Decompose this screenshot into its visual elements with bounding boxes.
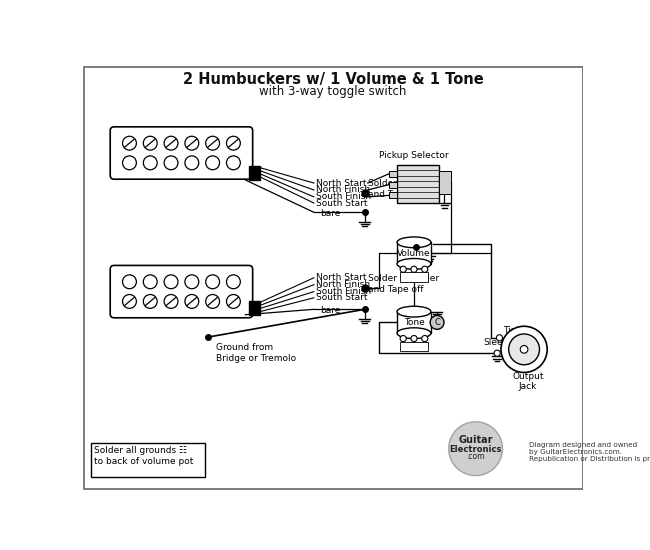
Circle shape bbox=[226, 156, 240, 170]
Bar bbox=[389, 182, 396, 188]
Bar bbox=[90, 443, 205, 477]
Circle shape bbox=[497, 335, 502, 341]
Circle shape bbox=[411, 336, 417, 342]
Text: North Start: North Start bbox=[316, 179, 367, 188]
Circle shape bbox=[422, 336, 428, 342]
FancyBboxPatch shape bbox=[111, 266, 253, 318]
Circle shape bbox=[164, 294, 178, 309]
Text: South Finish: South Finish bbox=[316, 287, 371, 296]
Bar bbox=[389, 170, 396, 177]
Text: North Finish: North Finish bbox=[316, 280, 370, 289]
Text: bare: bare bbox=[320, 210, 341, 218]
Ellipse shape bbox=[397, 328, 431, 339]
Circle shape bbox=[509, 334, 540, 365]
Text: C: C bbox=[434, 318, 440, 327]
Text: Electronics: Electronics bbox=[449, 445, 502, 454]
Text: Diagram designed and owned
by GuitarElectronics.com.
Republication or Distributi: Diagram designed and owned by GuitarElec… bbox=[530, 442, 650, 462]
Bar bbox=[439, 170, 450, 194]
Circle shape bbox=[123, 294, 136, 309]
Text: South Finish: South Finish bbox=[316, 192, 371, 201]
Circle shape bbox=[164, 136, 178, 150]
Circle shape bbox=[123, 156, 136, 170]
Text: with 3-way toggle switch: with 3-way toggle switch bbox=[259, 85, 407, 98]
Bar bbox=[397, 243, 431, 264]
Text: Volume: Volume bbox=[397, 249, 431, 257]
Text: Pickup Selector: Pickup Selector bbox=[379, 151, 448, 160]
Text: bare: bare bbox=[320, 306, 341, 315]
Circle shape bbox=[205, 136, 220, 150]
Circle shape bbox=[143, 136, 157, 150]
Circle shape bbox=[430, 316, 444, 329]
Bar bbox=[389, 192, 396, 199]
Bar bbox=[396, 164, 439, 203]
Circle shape bbox=[185, 156, 199, 170]
Circle shape bbox=[501, 326, 547, 372]
Bar bbox=[400, 272, 428, 282]
Text: South Start: South Start bbox=[316, 293, 368, 303]
Ellipse shape bbox=[397, 306, 431, 317]
Circle shape bbox=[123, 275, 136, 289]
Bar bbox=[249, 301, 260, 315]
Bar bbox=[249, 166, 260, 180]
Text: Solder all grounds ☷
to back of volume pot: Solder all grounds ☷ to back of volume p… bbox=[94, 447, 194, 466]
Text: Guitar: Guitar bbox=[458, 434, 493, 444]
Circle shape bbox=[164, 156, 178, 170]
Circle shape bbox=[143, 156, 157, 170]
Circle shape bbox=[494, 350, 500, 356]
Circle shape bbox=[422, 266, 428, 272]
Text: North Start: North Start bbox=[316, 273, 367, 282]
Circle shape bbox=[205, 275, 220, 289]
Circle shape bbox=[143, 294, 157, 309]
Text: 2 Humbuckers w/ 1 Volume & 1 Tone: 2 Humbuckers w/ 1 Volume & 1 Tone bbox=[183, 73, 484, 87]
Circle shape bbox=[123, 136, 136, 150]
Circle shape bbox=[185, 294, 199, 309]
Text: Ground from
Bridge or Tremolo: Ground from Bridge or Tremolo bbox=[216, 343, 296, 362]
Text: Solder together
and Tape off: Solder together and Tape off bbox=[368, 274, 439, 294]
Circle shape bbox=[226, 294, 240, 309]
Bar bbox=[397, 312, 431, 333]
Circle shape bbox=[205, 156, 220, 170]
Text: Tip: Tip bbox=[504, 326, 517, 334]
Bar bbox=[400, 342, 428, 351]
Circle shape bbox=[185, 136, 199, 150]
Text: North Finish: North Finish bbox=[316, 185, 370, 195]
Circle shape bbox=[226, 136, 240, 150]
Text: Solder together
and Tape off: Solder together and Tape off bbox=[368, 179, 439, 199]
Circle shape bbox=[205, 294, 220, 309]
Text: Tone: Tone bbox=[404, 318, 424, 327]
Ellipse shape bbox=[397, 258, 431, 270]
Text: Sleeve: Sleeve bbox=[484, 338, 514, 347]
Text: South Start: South Start bbox=[316, 199, 368, 207]
Circle shape bbox=[143, 275, 157, 289]
Circle shape bbox=[226, 275, 240, 289]
Circle shape bbox=[164, 275, 178, 289]
Circle shape bbox=[448, 422, 502, 476]
Circle shape bbox=[520, 345, 528, 353]
Circle shape bbox=[400, 266, 406, 272]
Ellipse shape bbox=[397, 237, 431, 248]
Circle shape bbox=[411, 266, 417, 272]
Text: Output
Jack: Output Jack bbox=[512, 372, 543, 392]
Circle shape bbox=[400, 336, 406, 342]
Text: .com: .com bbox=[466, 453, 485, 461]
FancyBboxPatch shape bbox=[111, 127, 253, 179]
Circle shape bbox=[185, 275, 199, 289]
